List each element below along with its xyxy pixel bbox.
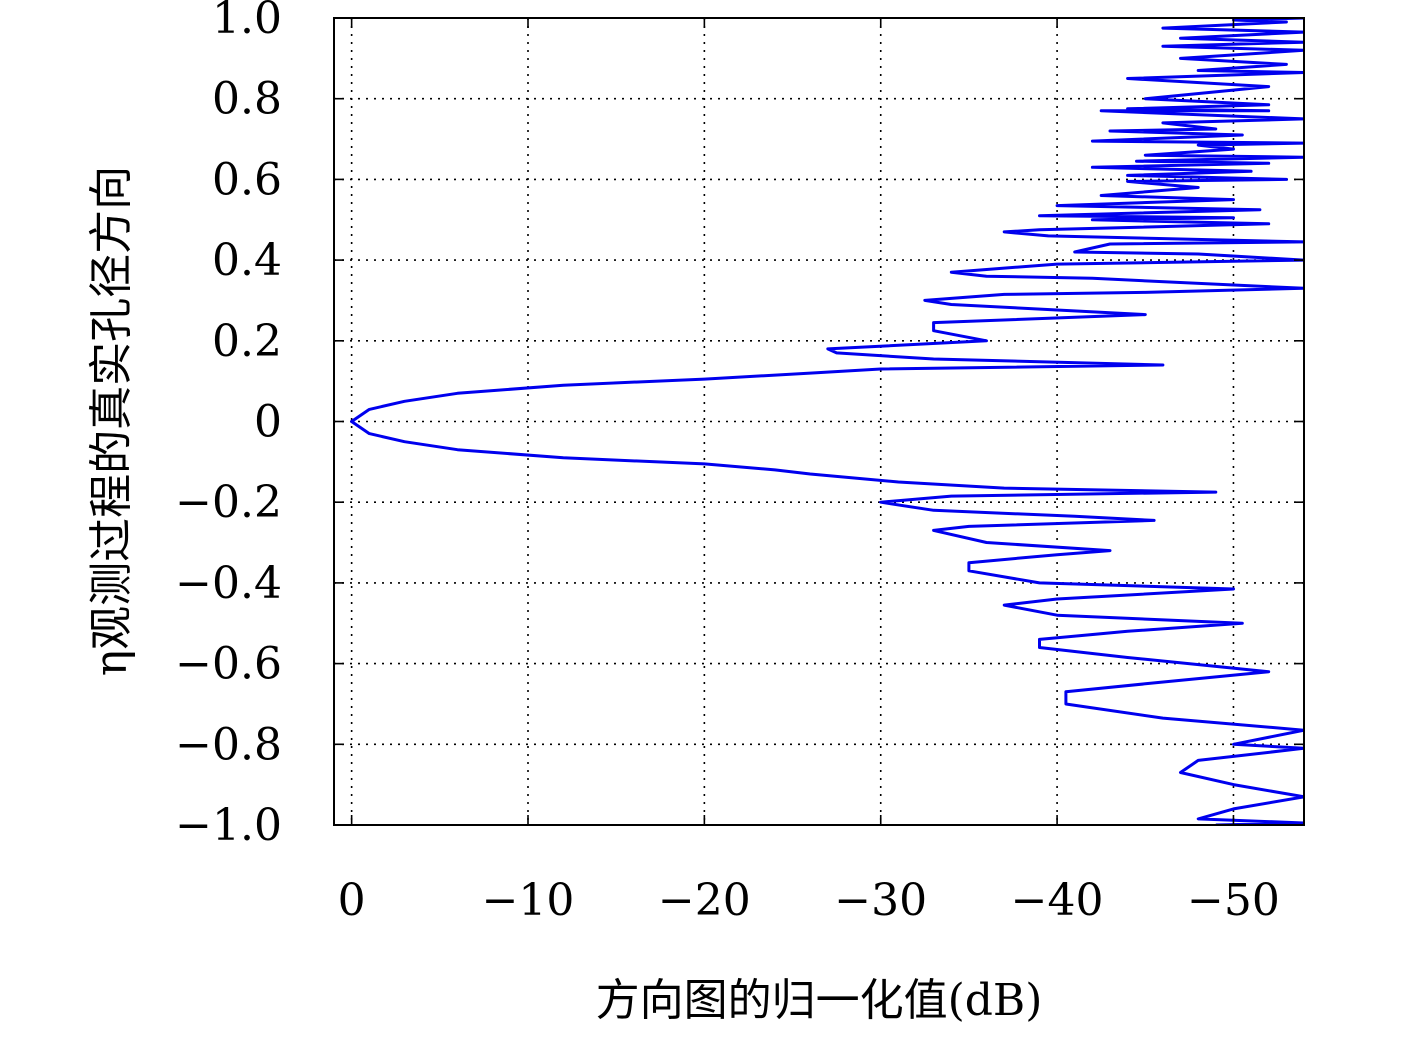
x-tick-label: −40 (1011, 875, 1104, 926)
y-tick-label: 1.0 (212, 0, 282, 44)
y-tick-label: −1.0 (175, 800, 282, 851)
series-layer (350, 18, 1304, 825)
y-tick-label: 0 (254, 397, 282, 448)
x-tick-label: 0 (338, 875, 366, 926)
y-tick-label: −0.2 (175, 477, 282, 528)
y-tick-label: −0.8 (175, 719, 282, 770)
y-tick-label: 0.6 (212, 154, 282, 205)
tick-marks (334, 17, 1304, 826)
x-tick-label: −10 (482, 875, 575, 926)
y-axis-title: η观测过程的真实孔径方向 (86, 166, 137, 676)
x-tick-label: −20 (658, 875, 751, 926)
y-tick-label: 0.8 (212, 74, 282, 125)
x-tick-label: −30 (834, 875, 927, 926)
y-tick-labels: 1.0 0.8 0.6 0.4 0.2 0 −0.2 −0.4 −0.6 −0.8 −1.0 (175, 0, 282, 851)
y-tick-label: −0.4 (175, 558, 282, 609)
x-tick-label: −50 (1187, 875, 1280, 926)
x-axis-title: 方向图的归一化值(dB) (596, 975, 1043, 1026)
y-tick-label: −0.6 (175, 639, 282, 690)
series-line (350, 18, 1304, 825)
y-tick-label: 0.2 (212, 316, 282, 367)
y-tick-label: 0.4 (212, 235, 282, 286)
x-tick-labels: 0 −10 −20 −30 −40 −50 (338, 875, 1280, 926)
